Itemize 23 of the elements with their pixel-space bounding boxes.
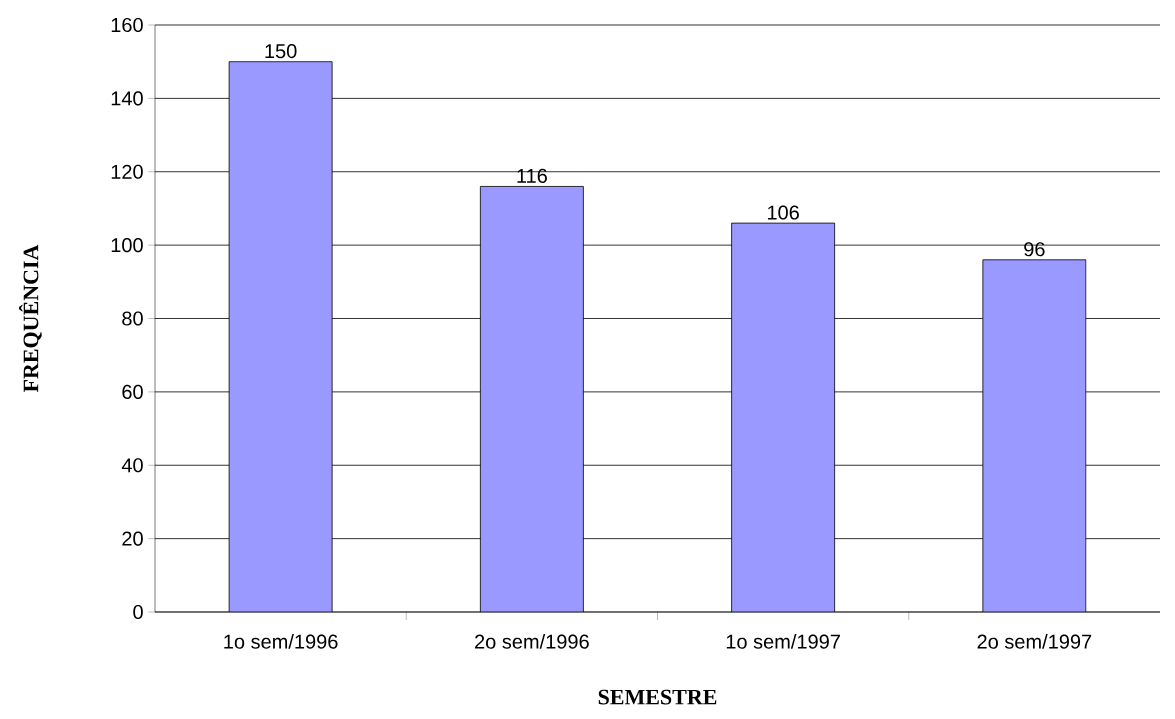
bar xyxy=(479,186,584,612)
bar xyxy=(731,222,836,612)
y-tick-label: 0 xyxy=(133,604,143,620)
y-tick-label: 80 xyxy=(122,311,143,326)
data-label: 116 xyxy=(517,168,547,183)
y-tick-label: 140 xyxy=(111,91,143,106)
data-label: 150 xyxy=(265,44,297,59)
data-label: 106 xyxy=(767,205,799,220)
x-tick-label: 1o sem/1997 xyxy=(726,634,840,649)
y-tick-label: 60 xyxy=(122,384,143,399)
y-tick-label: 20 xyxy=(122,531,143,546)
y-tick-label: 40 xyxy=(121,458,143,473)
y-tick-label: 120 xyxy=(111,164,143,179)
y-tick-label: 160 xyxy=(111,17,143,33)
bar xyxy=(982,259,1087,612)
bar xyxy=(228,61,333,612)
x-tick-label: 2o sem/1997 xyxy=(977,634,1092,649)
x-tick-label: 1o sem/1996 xyxy=(224,634,338,649)
y-axis-title: FREQUÊNCIA xyxy=(19,244,42,393)
data-label: 96 xyxy=(1024,242,1045,257)
y-tick-label: 100 xyxy=(111,238,143,253)
x-axis-title: SEMESTRE xyxy=(598,689,717,705)
x-tick-label: 2o sem/1996 xyxy=(475,634,589,649)
